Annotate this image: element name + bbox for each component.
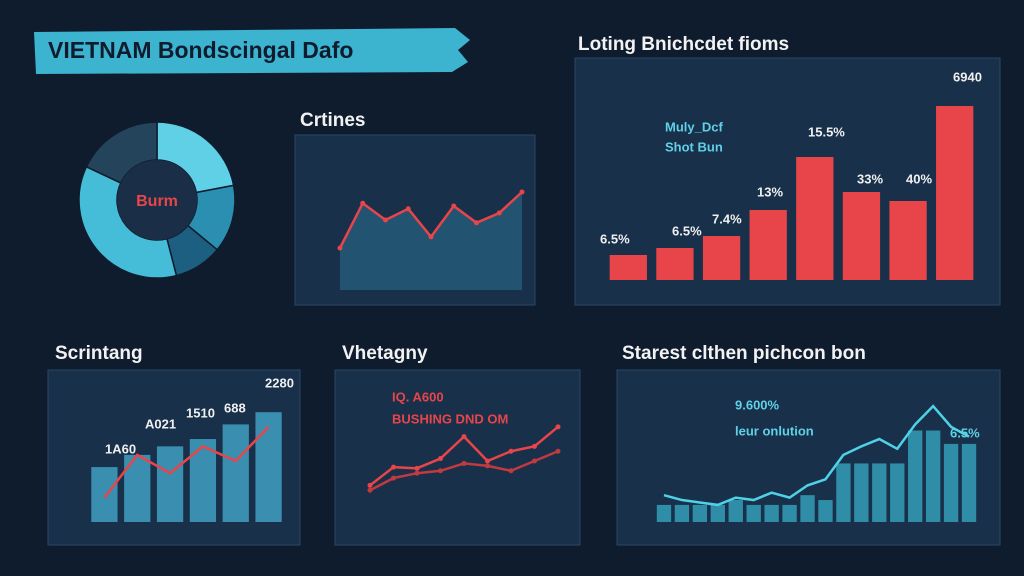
bar bbox=[925, 430, 941, 522]
bar bbox=[710, 504, 725, 522]
bar bbox=[728, 500, 743, 522]
title-banner bbox=[34, 28, 470, 74]
line-point bbox=[508, 448, 514, 454]
line-point bbox=[555, 448, 561, 454]
line-point bbox=[519, 189, 525, 195]
line-point bbox=[391, 464, 396, 470]
panel-title: Loting Bnichcdet fioms bbox=[578, 34, 789, 55]
panel-title: Crtines bbox=[300, 110, 365, 131]
annotation: 688 bbox=[224, 400, 246, 415]
annotation: 7.4% bbox=[712, 211, 742, 226]
line-point bbox=[485, 463, 490, 469]
line-point bbox=[555, 424, 561, 430]
annotation: 6.5% bbox=[672, 223, 702, 238]
bar bbox=[854, 463, 869, 522]
line-point bbox=[532, 443, 537, 449]
bar bbox=[961, 443, 977, 522]
bar bbox=[702, 236, 741, 280]
bar bbox=[222, 424, 249, 522]
bar bbox=[872, 463, 887, 522]
annotation: 40% bbox=[906, 171, 932, 186]
annotation: 6940 bbox=[953, 69, 982, 84]
line-point bbox=[451, 203, 457, 209]
line-point bbox=[485, 458, 490, 464]
bar bbox=[746, 504, 761, 522]
line-point bbox=[383, 217, 388, 223]
line-point bbox=[474, 220, 479, 226]
line-point bbox=[532, 458, 537, 464]
bar bbox=[156, 446, 184, 522]
bar bbox=[91, 467, 118, 522]
center-label: Burm bbox=[136, 193, 178, 210]
annotation: 1510 bbox=[186, 405, 215, 420]
line-point bbox=[391, 475, 396, 481]
bar bbox=[674, 504, 690, 522]
line-point bbox=[438, 456, 443, 462]
bar bbox=[796, 157, 834, 280]
panel-title: Scrintang bbox=[55, 343, 143, 364]
annotation: 9.600% bbox=[735, 397, 780, 412]
line-point bbox=[367, 482, 373, 488]
annotation: Muly_Dcf bbox=[665, 119, 723, 134]
panel-title: Starest clthen pichcon bon bbox=[622, 343, 866, 364]
panel bbox=[334, 369, 581, 546]
bar bbox=[936, 106, 974, 280]
bar bbox=[692, 504, 708, 522]
bar bbox=[943, 443, 959, 522]
line-point bbox=[367, 487, 373, 493]
bar bbox=[842, 192, 881, 280]
line-point bbox=[414, 470, 420, 476]
bar bbox=[255, 412, 282, 522]
line-point bbox=[438, 468, 443, 474]
annotation: 13% bbox=[757, 184, 783, 199]
annotation: 2280 bbox=[265, 375, 294, 390]
annotation: IQ. A600 bbox=[392, 389, 444, 404]
bar bbox=[908, 430, 923, 522]
annotation: 6.5% bbox=[600, 231, 630, 246]
line-area bbox=[340, 192, 522, 290]
dashboard-title: VIETNAM Bondscingal Dafo bbox=[48, 37, 353, 63]
annotation: BUSHING DND OM bbox=[392, 411, 508, 426]
bar bbox=[818, 500, 833, 522]
bar bbox=[836, 463, 851, 522]
annotation: 15.5% bbox=[808, 124, 845, 139]
line-point bbox=[461, 434, 467, 440]
line-point bbox=[428, 234, 434, 240]
bar bbox=[800, 495, 815, 522]
bar bbox=[889, 201, 927, 280]
line-point bbox=[461, 460, 467, 466]
line bbox=[103, 425, 270, 499]
annotation: leur onlution bbox=[735, 423, 814, 438]
bar bbox=[656, 504, 672, 522]
line-point bbox=[360, 200, 366, 206]
annotation: 33% bbox=[857, 171, 883, 186]
bar bbox=[749, 210, 787, 280]
line-point bbox=[337, 245, 343, 251]
annotation: Shot Bun bbox=[665, 139, 723, 154]
bar bbox=[782, 504, 797, 522]
annotation: A021 bbox=[145, 416, 176, 431]
annotation: 6.5% bbox=[950, 425, 980, 440]
bar bbox=[764, 504, 779, 522]
line bbox=[663, 404, 970, 507]
donut-hole bbox=[117, 160, 197, 240]
line-point bbox=[496, 210, 502, 216]
panel-title: Vhetagny bbox=[342, 343, 428, 364]
line-point bbox=[405, 206, 411, 212]
line-point bbox=[508, 468, 514, 474]
bar bbox=[609, 255, 647, 280]
bar bbox=[890, 463, 905, 522]
bar bbox=[656, 248, 694, 280]
annotation: 1A60 bbox=[105, 441, 136, 456]
line-point bbox=[414, 465, 420, 471]
